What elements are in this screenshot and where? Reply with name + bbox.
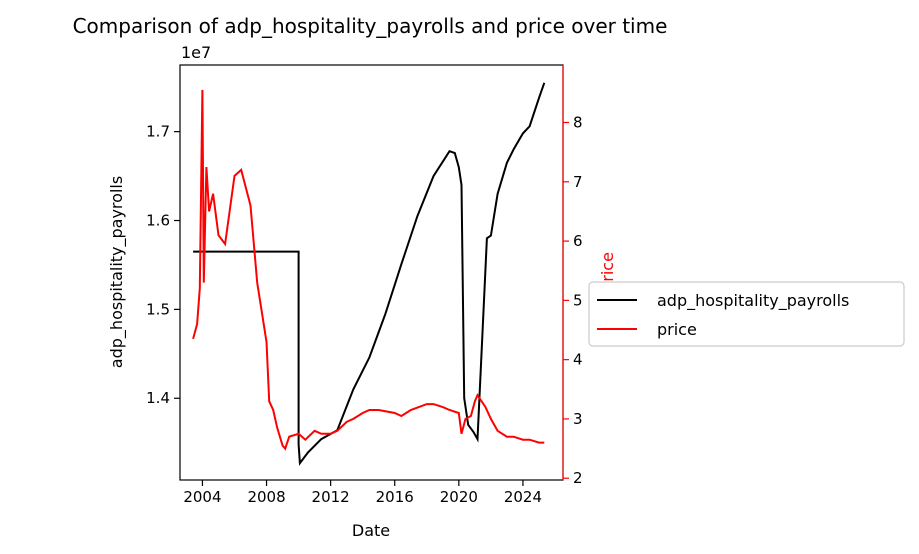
- x-tick-label: 2020: [440, 488, 478, 506]
- x-tick-label: 2008: [247, 488, 285, 506]
- x-tick-label: 2016: [376, 488, 414, 506]
- plot-frame: [179, 64, 564, 481]
- legend: adp_hospitality_payrolls price: [588, 281, 905, 347]
- x-tick-label: 2004: [183, 488, 221, 506]
- legend-label-payrolls: adp_hospitality_payrolls: [657, 291, 849, 311]
- x-axis-label: Date: [352, 521, 390, 540]
- x-axis: 2004 2008 2012 2016 2020 2024: [183, 480, 542, 506]
- y-right-tick-label: 6: [573, 232, 583, 250]
- y-right-tick-label: 4: [573, 351, 583, 369]
- y-right-tick-label: 3: [573, 410, 583, 428]
- y-right-tick-label: 8: [573, 114, 583, 132]
- y-right-tick-label: 5: [573, 291, 583, 309]
- y-left-axis: 1.4 1.5 1.6 1.7: [146, 123, 180, 407]
- y-right-tick-label: 2: [573, 469, 583, 487]
- y-left-tick-label: 1.6: [146, 212, 170, 230]
- chart-title: Comparison of adp_hospitality_payrolls a…: [73, 14, 668, 38]
- plot-area: [179, 64, 564, 481]
- x-tick-label: 2012: [312, 488, 350, 506]
- y-left-offset-text: 1e7: [181, 43, 211, 62]
- y-right-axis: 2 3 4 5 6 7 8: [563, 114, 583, 487]
- y-left-axis-label: adp_hospitality_payrolls: [107, 176, 127, 368]
- x-tick-label: 2024: [504, 488, 542, 506]
- price-line: [192, 89, 545, 451]
- payroll-line: [193, 82, 546, 466]
- y-left-tick-label: 1.7: [146, 123, 170, 141]
- y-left-tick-label: 1.5: [146, 300, 170, 318]
- legend-frame: [588, 281, 905, 347]
- y-left-tick-label: 1.4: [146, 389, 170, 407]
- legend-label-price: price: [657, 320, 697, 339]
- y-right-tick-label: 7: [573, 173, 583, 191]
